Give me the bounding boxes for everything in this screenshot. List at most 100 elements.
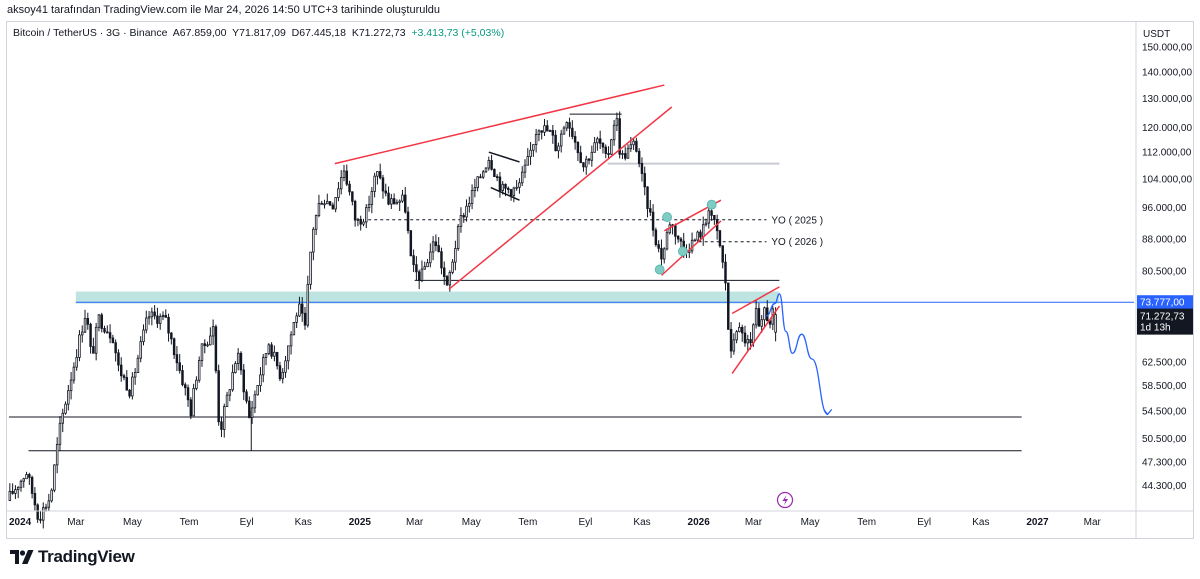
candle-down bbox=[409, 230, 413, 257]
axis-currency-label: USDT bbox=[1143, 29, 1170, 40]
candle-down bbox=[554, 134, 557, 152]
candle-up bbox=[256, 385, 259, 396]
candle-down bbox=[345, 170, 349, 185]
candle-up bbox=[145, 317, 148, 331]
candle-up bbox=[518, 182, 521, 188]
candle-down bbox=[660, 247, 663, 260]
candle-up bbox=[484, 167, 488, 173]
x-tick-label: 2025 bbox=[349, 517, 372, 528]
y-tick-label: 58.500,00 bbox=[1142, 381, 1187, 392]
candle-up bbox=[454, 248, 457, 263]
candle-up bbox=[139, 341, 142, 359]
legend-symbol[interactable]: Bitcoin / TetherUS · 3G · Binance bbox=[13, 27, 168, 39]
x-tick-label: 2027 bbox=[1026, 517, 1049, 528]
pivot-marker bbox=[706, 199, 717, 210]
y-tick-label: 88.000,00 bbox=[1142, 234, 1187, 245]
candle-up bbox=[543, 125, 546, 133]
candle-up bbox=[309, 251, 312, 285]
candle-down bbox=[114, 342, 117, 354]
candle-up bbox=[481, 171, 485, 178]
candle-up bbox=[370, 191, 374, 205]
candle-up bbox=[16, 486, 20, 491]
candle-up bbox=[211, 326, 215, 337]
candle-down bbox=[100, 314, 103, 329]
candle-down bbox=[768, 320, 772, 325]
tradingview-logo[interactable]: TradingView bbox=[10, 546, 135, 568]
candle-up bbox=[61, 412, 64, 424]
candle-down bbox=[582, 162, 585, 168]
candle-down bbox=[181, 370, 184, 386]
candle-up bbox=[195, 379, 198, 389]
candle-up bbox=[58, 422, 62, 445]
candle-up bbox=[468, 202, 471, 207]
candle-up bbox=[754, 308, 758, 326]
candle-down bbox=[108, 332, 112, 339]
flash-icon[interactable] bbox=[776, 491, 794, 509]
candle-up bbox=[273, 351, 276, 357]
candle-up bbox=[752, 324, 755, 344]
candle-up bbox=[662, 248, 666, 260]
x-tick-label: Eyl bbox=[578, 517, 592, 528]
candle-down bbox=[11, 490, 14, 494]
candle-down bbox=[36, 504, 39, 520]
candle-down bbox=[125, 377, 129, 391]
candle-down bbox=[417, 271, 421, 281]
candle-down bbox=[320, 202, 323, 205]
candle-up bbox=[763, 307, 766, 321]
candle-up bbox=[423, 266, 426, 270]
candle-down bbox=[573, 136, 577, 143]
candle-down bbox=[189, 399, 193, 417]
candle-down bbox=[646, 186, 649, 209]
x-tick-label: Tem bbox=[180, 517, 199, 528]
candle-down bbox=[170, 332, 173, 340]
candle-up bbox=[376, 171, 379, 177]
levels-layer bbox=[9, 113, 1134, 452]
candle-up bbox=[284, 360, 287, 373]
candle-up bbox=[390, 198, 393, 205]
candle-up bbox=[626, 148, 630, 159]
trendline bbox=[731, 286, 780, 315]
x-tick-label: May bbox=[123, 517, 142, 528]
trendline bbox=[488, 151, 520, 163]
candle-down bbox=[178, 362, 181, 371]
candle-up bbox=[401, 194, 404, 202]
candle-up bbox=[55, 443, 59, 466]
candle-down bbox=[351, 191, 354, 202]
zone-layer bbox=[75, 291, 780, 304]
candle-up bbox=[473, 187, 477, 191]
candle-up bbox=[259, 374, 262, 386]
candle-up bbox=[136, 357, 140, 373]
tradingview-wordmark: TradingView bbox=[38, 547, 135, 566]
candle-up bbox=[234, 363, 237, 373]
candle-up bbox=[696, 231, 699, 241]
candle-up bbox=[142, 329, 145, 343]
candle-down bbox=[654, 229, 658, 246]
candle-up bbox=[612, 124, 616, 141]
candle-down bbox=[509, 189, 513, 196]
x-tick-label: Mar bbox=[406, 517, 424, 528]
candle-down bbox=[740, 326, 744, 334]
trendline bbox=[334, 84, 665, 165]
candle-down bbox=[637, 150, 641, 164]
price-axis: 150.000,00 140.000,00 130.000,00 120.000,00… bbox=[1142, 43, 1192, 492]
markers-layer bbox=[654, 199, 717, 275]
candle-down bbox=[39, 518, 42, 521]
candle-up bbox=[25, 474, 28, 480]
candle-up bbox=[264, 353, 268, 358]
candle-up bbox=[562, 127, 566, 135]
candle-up bbox=[476, 176, 479, 188]
candle-down bbox=[217, 370, 220, 423]
candle-up bbox=[150, 311, 154, 318]
candle-down bbox=[507, 187, 510, 190]
y-tick-label: 112.000,00 bbox=[1142, 148, 1192, 159]
legend-close: K71.272,73 bbox=[351, 27, 406, 39]
candle-down bbox=[239, 352, 243, 371]
candle-up bbox=[334, 197, 337, 210]
candle-down bbox=[607, 153, 610, 155]
candle-down bbox=[203, 343, 206, 346]
candle-down bbox=[186, 387, 190, 401]
candle-down bbox=[128, 389, 131, 397]
trendline bbox=[731, 305, 781, 374]
candle-down bbox=[103, 328, 106, 333]
